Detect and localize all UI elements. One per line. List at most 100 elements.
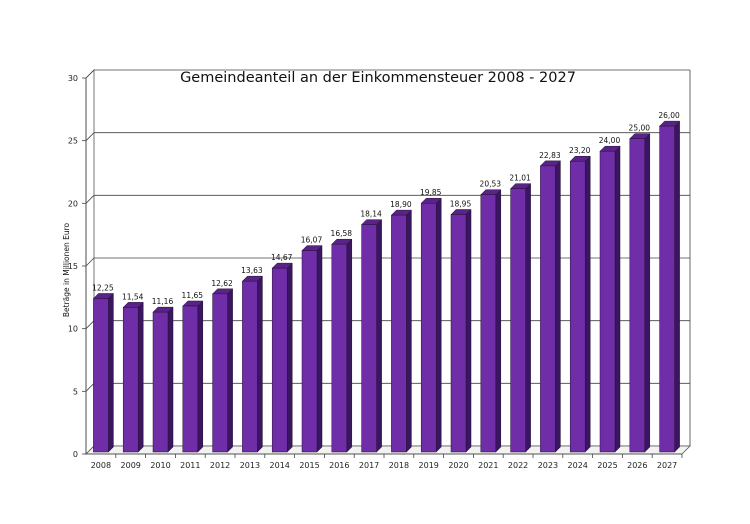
bar-side (286, 262, 293, 453)
data-label: 22,83 (539, 151, 561, 160)
data-label: 11,54 (122, 292, 144, 301)
x-axis: 2008 2009 2010 2011 2012 2013 2014 2015 2016 2017… (86, 453, 683, 470)
data-label: 18,95 (450, 199, 472, 208)
bar-front (659, 125, 675, 453)
y-tick-label: 25 (68, 137, 78, 146)
x-tick-label: 2027 (657, 461, 677, 470)
bar-front (480, 194, 497, 453)
x-tick-label: 2026 (627, 461, 647, 470)
y-tick-label: 5 (73, 387, 78, 396)
bar (211, 288, 234, 453)
x-tick-label: 2010 (150, 461, 170, 470)
bar-front (510, 188, 526, 453)
data-label: 12,25 (92, 283, 114, 292)
bar (569, 155, 591, 453)
bar (539, 160, 562, 453)
bar-side (257, 275, 263, 453)
data-label: 11,16 (152, 297, 174, 306)
gridline-side (85, 132, 95, 141)
bar (390, 209, 413, 453)
data-label: 12,62 (211, 279, 233, 288)
bar-front (331, 243, 348, 453)
y-axis: 0 5 10 15 20 25 30 (68, 74, 87, 459)
data-label: 25,00 (629, 124, 651, 133)
bar-front (242, 280, 258, 453)
gridline-side (85, 257, 95, 267)
bar (420, 197, 442, 453)
bar (599, 145, 621, 453)
bar-side (376, 219, 382, 453)
bar-side (197, 300, 204, 453)
grid (85, 69, 691, 455)
gridline-side (85, 69, 95, 79)
bar-side (555, 160, 561, 453)
data-label: 16,58 (331, 229, 353, 238)
bar-front (152, 311, 169, 453)
data-label: 11,65 (182, 291, 204, 300)
data-label: 24,00 (599, 136, 621, 145)
bar-side (316, 244, 323, 453)
bar (92, 292, 115, 453)
bar-side (614, 145, 621, 453)
data-label: 16,07 (301, 236, 323, 245)
bar-front (93, 298, 109, 453)
x-tick-label: 2022 (508, 461, 528, 470)
bar-front (361, 224, 377, 453)
chart-title: Gemeindeanteil an der Einkommensteuer 20… (180, 70, 576, 86)
bar (122, 301, 144, 453)
bar (509, 183, 532, 453)
gridline-side (85, 320, 95, 329)
bar-front (271, 267, 288, 453)
bar-front (599, 150, 616, 453)
x-tick-label: 2024 (568, 461, 588, 470)
x-tick-label: 2017 (359, 461, 379, 470)
bar (241, 275, 264, 453)
x-tick-label: 2020 (448, 461, 468, 470)
x-tick-label: 2008 (91, 461, 111, 470)
bar-front (450, 214, 467, 453)
bar (450, 208, 472, 453)
y-tick-label: 15 (68, 262, 78, 271)
data-label: 23,20 (569, 146, 591, 155)
bar-front (629, 138, 646, 453)
bar (301, 244, 323, 453)
y-tick-label: 0 (73, 450, 78, 459)
bar-side (227, 288, 233, 453)
data-label: 13,63 (241, 266, 263, 275)
gridline-side (85, 383, 95, 392)
data-label: 18,14 (360, 210, 382, 219)
bar-front (182, 305, 199, 453)
floor (85, 445, 691, 455)
x-tick-label: 2016 (329, 461, 349, 470)
chart-floor (85, 445, 691, 455)
bar-side (108, 292, 114, 453)
bar-side (406, 209, 412, 453)
x-tick-label: 2015 (299, 461, 319, 470)
data-label: 21,01 (509, 174, 531, 183)
x-tick-label: 2025 (597, 461, 617, 470)
x-tick-label: 2021 (478, 461, 498, 470)
data-label: 26,00 (658, 111, 680, 120)
data-label: 18,90 (390, 200, 412, 209)
x-tick-label: 2023 (538, 461, 558, 470)
bar-side (644, 133, 651, 453)
bar-side (584, 155, 591, 453)
bar-side (495, 189, 502, 453)
data-label: 14,67 (271, 253, 293, 262)
bar-front (301, 250, 318, 453)
bar-front (540, 165, 556, 453)
bar-side (465, 208, 472, 453)
y-tick-label: 30 (68, 74, 78, 83)
x-tick-label: 2018 (389, 461, 409, 470)
x-tick-label: 2014 (270, 461, 290, 470)
bar-side (674, 120, 680, 453)
bar-front (122, 307, 139, 453)
x-tick-label: 2009 (121, 461, 141, 470)
bar (480, 189, 502, 453)
y-tick-label: 20 (68, 199, 78, 208)
bar-front (212, 293, 228, 453)
bar (271, 262, 293, 453)
bar (152, 306, 174, 453)
bar-side (346, 238, 353, 453)
